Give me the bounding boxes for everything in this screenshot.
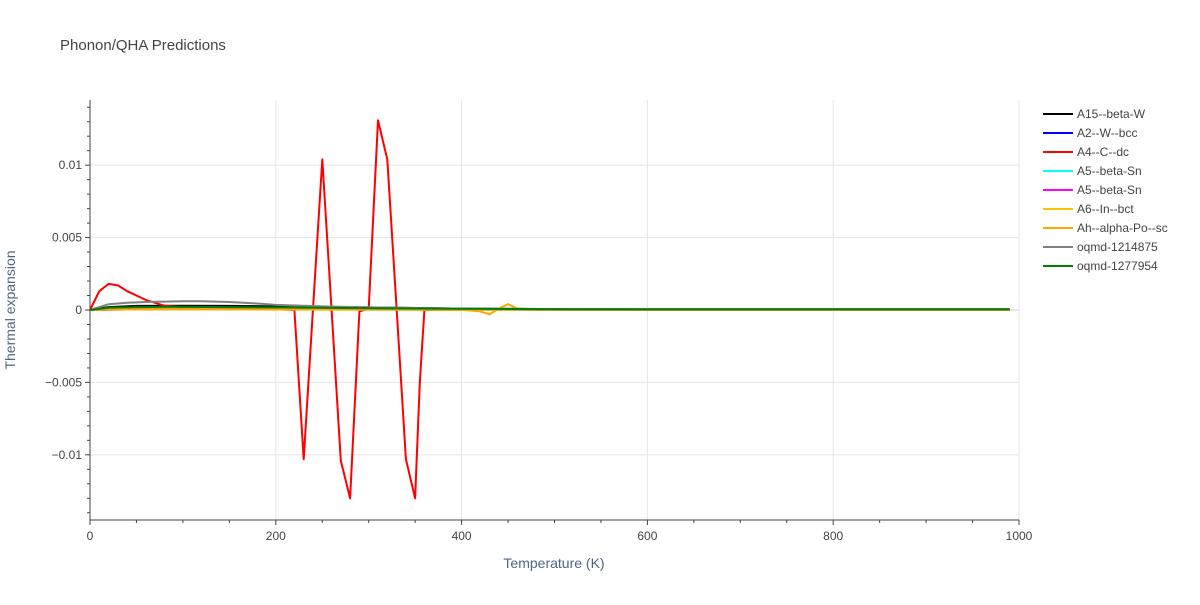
chart-title: Phonon/QHA Predictions <box>60 37 226 54</box>
legend-label: A5--beta-Sn <box>1077 183 1142 197</box>
series-layer <box>89 119 1010 500</box>
legend-label: oqmd-1277954 <box>1077 259 1158 273</box>
legend-label: Ah--alpha-Po--sc <box>1077 221 1168 235</box>
x-tick-label: 0 <box>87 529 94 543</box>
legend-label: oqmd-1214875 <box>1077 240 1158 254</box>
legend-item[interactable]: A15--beta-W <box>1043 107 1146 121</box>
y-axis-title: Thermal expansion <box>2 250 18 369</box>
legend-item[interactable]: A2--W--bcc <box>1043 126 1137 140</box>
legend-item[interactable]: oqmd-1214875 <box>1043 240 1158 254</box>
legend-label: A4--C--dc <box>1077 145 1129 159</box>
legend-item[interactable]: A5--beta-Sn <box>1043 164 1142 178</box>
series-line-8 <box>89 305 1010 311</box>
y-tick-label: −0.01 <box>52 448 83 462</box>
y-tick-label: 0 <box>75 303 82 317</box>
x-tick-label: 1000 <box>1006 529 1033 543</box>
legend-item[interactable]: oqmd-1277954 <box>1043 259 1158 273</box>
legend-label: A15--beta-W <box>1077 107 1146 121</box>
x-axis-title: Temperature (K) <box>503 555 604 571</box>
grid-layer <box>90 100 1020 520</box>
y-tick-label: 0.005 <box>52 231 82 245</box>
legend-label: A5--beta-Sn <box>1077 164 1142 178</box>
legend-item[interactable]: A5--beta-Sn <box>1043 183 1142 197</box>
y-tick-label: 0.01 <box>59 158 83 172</box>
legend-item[interactable]: A6--In--bct <box>1043 202 1134 216</box>
legend[interactable]: A15--beta-W A2--W--bcc A4--C--dc A5--beta-S… <box>1043 107 1168 273</box>
x-tick-label: 600 <box>637 529 657 543</box>
legend-label: A2--W--bcc <box>1077 126 1137 140</box>
x-tick-label: 800 <box>823 529 843 543</box>
legend-label: A6--In--bct <box>1077 202 1134 216</box>
legend-item[interactable]: Ah--alpha-Po--sc <box>1043 221 1168 235</box>
legend-item[interactable]: A4--C--dc <box>1043 145 1129 159</box>
x-tick-label: 400 <box>452 529 472 543</box>
y-tick-label: −0.005 <box>45 375 82 389</box>
x-tick-label: 200 <box>266 529 286 543</box>
